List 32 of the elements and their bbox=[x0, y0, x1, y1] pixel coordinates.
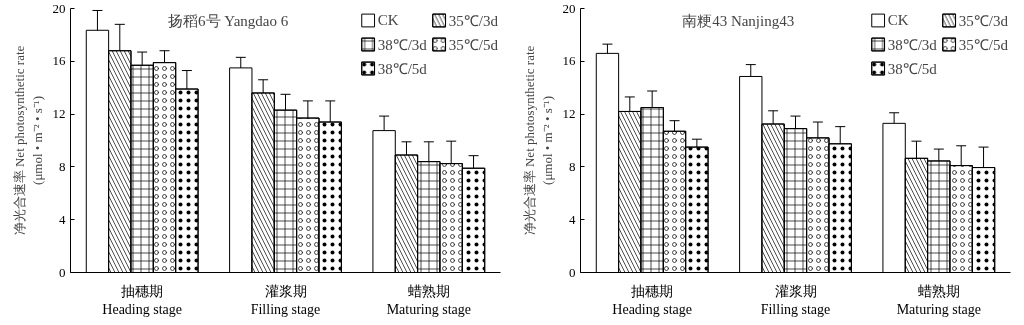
y-tick-label: 20 bbox=[562, 0, 576, 16]
y-tick-label: 0 bbox=[59, 264, 66, 280]
y-tick-label: 16 bbox=[52, 53, 66, 69]
x-tick-label: 灌浆期 Filling stage bbox=[250, 283, 321, 317]
legend-label: CK bbox=[377, 11, 399, 29]
legend-label: 35℃/3d bbox=[958, 12, 1008, 30]
chart-title: 扬稻6号 Yangdao 6 bbox=[168, 12, 289, 29]
legend-label: 38℃/3d bbox=[887, 36, 937, 54]
y-tick-label: 20 bbox=[52, 0, 66, 16]
x-tick-label: 蜡熟期 Maturing stage bbox=[896, 283, 982, 317]
legend-label: 38℃/5d bbox=[377, 60, 427, 78]
y-tick-label: 8 bbox=[569, 158, 576, 174]
x-tick-label: 灌浆期 Filling stage bbox=[760, 283, 831, 317]
y-tick-label: 8 bbox=[59, 158, 66, 174]
y-tick-label: 12 bbox=[562, 106, 576, 122]
legend-label: 35℃/5d bbox=[448, 36, 498, 54]
y-tick-label: 12 bbox=[52, 106, 66, 122]
x-tick-label: 蜡熟期 Maturing stage bbox=[386, 283, 472, 317]
y-tick-label: 16 bbox=[562, 53, 576, 69]
y-tick-label: 0 bbox=[569, 264, 576, 280]
y-axis-title: 净光合速率 Net photosynthetic rate (μmol • m⁻² • s⁻¹) bbox=[11, 45, 45, 236]
legend-label: 38℃/5d bbox=[887, 60, 937, 78]
y-tick-label: 4 bbox=[59, 211, 66, 227]
x-tick-label: 抽穗期 Heading stage bbox=[102, 283, 183, 317]
legend-label: 35℃/3d bbox=[448, 12, 498, 30]
x-tick-label: 抽穗期 Heading stage bbox=[612, 283, 693, 317]
chart-title: 南粳43 Nanjing43 bbox=[682, 12, 795, 29]
y-tick-label: 4 bbox=[569, 211, 576, 227]
legend-label: CK bbox=[887, 11, 909, 29]
legend-label: 35℃/5d bbox=[958, 36, 1008, 54]
legend-label: 38℃/3d bbox=[377, 36, 427, 54]
y-axis-title: 净光合速率 Net photosynthetic rate (μmol • m⁻² • s⁻¹) bbox=[521, 45, 555, 236]
